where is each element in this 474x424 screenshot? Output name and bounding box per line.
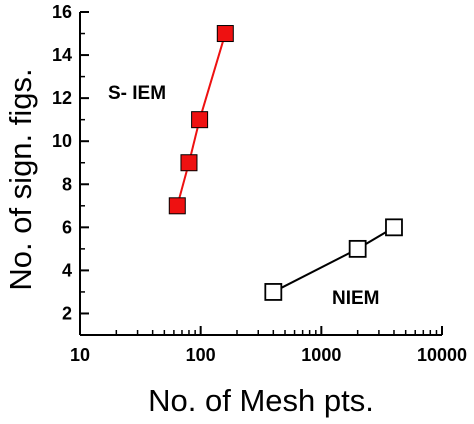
series-label-niem: NIEM [332, 288, 380, 309]
data-point [348, 239, 367, 258]
y-tick-label: 12 [52, 88, 72, 108]
y-tick-label: 4 [62, 260, 72, 280]
y-tick-label: 6 [62, 217, 72, 237]
data-point [180, 154, 198, 172]
x-tick-label: 1000 [301, 345, 341, 365]
x-axis-title: No. of Mesh pts. [148, 383, 374, 418]
data-point [264, 283, 283, 301]
y-axis-title: No. of sign. figs. [3, 68, 38, 290]
x-tick-label: 10 [70, 345, 90, 365]
y-tick-label: 10 [52, 131, 72, 151]
x-tick-label: 10000 [417, 345, 467, 365]
axes: 10 100 1000 10000 2 4 6 8 10 12 14 16 [52, 2, 467, 365]
y-tick-label: 16 [52, 2, 72, 22]
series-line-segment [198, 33, 227, 120]
y-tick-label: 8 [62, 174, 72, 194]
y-tick-label: 2 [62, 303, 72, 323]
data-point [385, 218, 403, 237]
data-point [191, 111, 209, 129]
data-point [216, 25, 234, 43]
series-markers [168, 25, 403, 301]
data-point [168, 197, 186, 215]
series-label-s-iem: S- IEM [108, 83, 166, 104]
x-tick-label: 100 [186, 345, 216, 365]
y-tick-label: 14 [52, 45, 72, 65]
series-line-segment [272, 247, 359, 293]
labels: No. of Mesh pts. No. of sign. figs. S- I… [3, 68, 380, 418]
